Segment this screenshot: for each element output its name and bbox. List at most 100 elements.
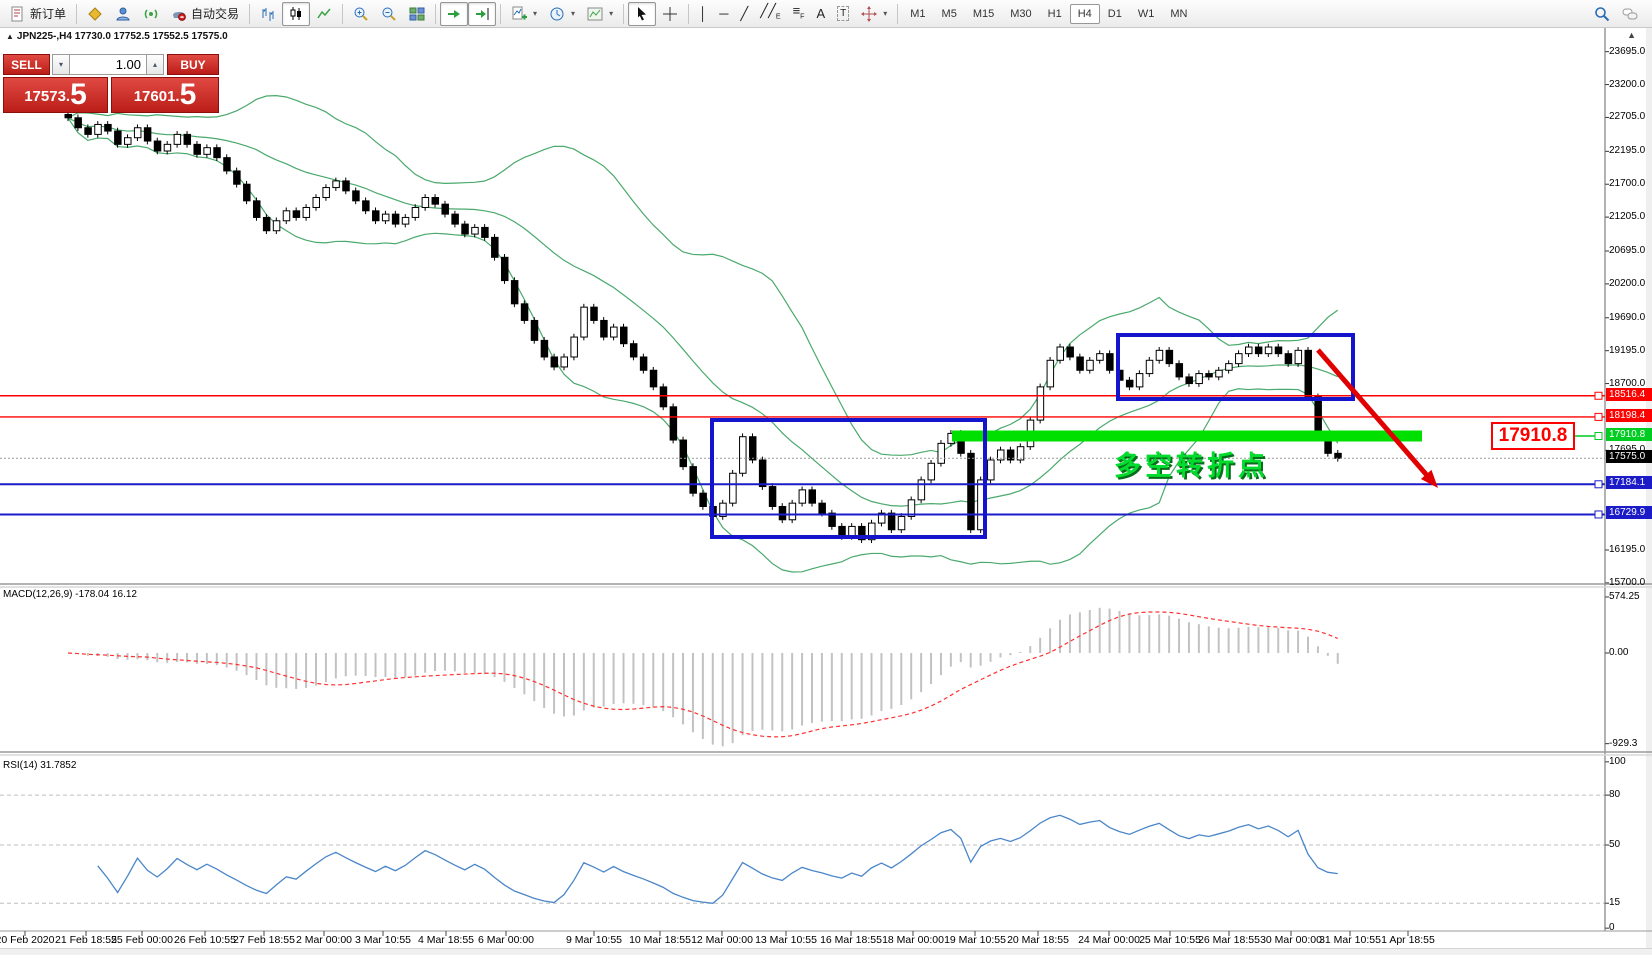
templates-button[interactable]: ▾	[581, 2, 619, 26]
vertical-line-icon: │	[699, 6, 708, 21]
macd-label: MACD(12,26,9) -178.04 16.12	[3, 589, 137, 600]
axis-label: 22195.0	[1609, 145, 1646, 157]
separator	[249, 3, 251, 24]
buy-price[interactable]: 17601. 5	[111, 77, 219, 113]
price-line-label: 18516.4	[1606, 387, 1652, 401]
axis-label: 21205.0	[1609, 211, 1646, 223]
axis-label: 80	[1609, 789, 1621, 801]
one-click-toggle-icon[interactable]: ▲	[6, 32, 14, 41]
crosshair-button[interactable]	[656, 2, 684, 26]
signals-icon	[144, 9, 158, 18]
market-button[interactable]	[81, 2, 109, 26]
profile-button[interactable]	[109, 2, 137, 26]
scroll-corner-icon[interactable]: ▲	[1627, 30, 1636, 40]
separator	[623, 3, 625, 24]
rsi-label: RSI(14) 31.7852	[3, 760, 77, 771]
buy-price-frac: 5	[179, 78, 197, 111]
signals-button[interactable]	[137, 2, 165, 26]
time-axis-label: 26 Feb 10:55	[174, 934, 236, 946]
time-axis-label: 26 Mar 18:55	[1198, 934, 1260, 946]
time-axis-label: 20 Mar 18:55	[1007, 934, 1069, 946]
cursor-button[interactable]	[628, 1, 657, 26]
buy-button[interactable]: BUY	[167, 54, 219, 75]
indicators-button[interactable]: ▾	[505, 2, 543, 26]
turning-point-annotation: 多空转折点	[1114, 451, 1269, 481]
line-chart-button[interactable]	[310, 2, 338, 26]
new-order-button[interactable]: 新订单	[4, 2, 72, 26]
tf-w1[interactable]: W1	[1137, 7, 1155, 20]
bottom-status-strip	[0, 948, 1652, 955]
price-callout-label[interactable]: 17910.8	[1491, 422, 1575, 450]
one-click-trade-panel: SELL ▾ ▴ BUY 17573.5 17601.5	[2, 52, 220, 114]
sell-price-dot: .	[65, 88, 71, 105]
time-axis-label: 2 Mar 00:00	[295, 934, 353, 946]
auto-scroll-button[interactable]	[440, 1, 469, 26]
chat-button[interactable]	[1616, 2, 1644, 26]
market-icon	[88, 6, 102, 21]
dropdown-arrow-icon: ▾	[533, 9, 538, 18]
tf-m5[interactable]: M5	[941, 7, 957, 20]
blue-rectangle-object[interactable]	[710, 418, 987, 539]
tf-mn[interactable]: MN	[1170, 7, 1188, 20]
zoom-in-button[interactable]	[347, 2, 375, 26]
time-axis-label: 21 Feb 18:55	[55, 934, 117, 946]
tf-h1[interactable]: H1	[1047, 7, 1062, 20]
vertical-line-tool[interactable]: │	[693, 2, 713, 26]
volume-input[interactable]	[69, 54, 147, 75]
sell-price[interactable]: 17573. 5	[3, 77, 108, 113]
axis-label: 19195.0	[1609, 344, 1646, 356]
profile-icon	[116, 7, 130, 20]
buy-price-main: 17601	[133, 88, 176, 105]
fibonacci-tool[interactable]: ≡F	[787, 2, 811, 26]
zoom-out-button[interactable]	[375, 2, 403, 26]
time-axis-label: 12 Mar 00:00	[691, 934, 753, 946]
axis-label: 22705.0	[1609, 111, 1646, 123]
autotrading-icon	[173, 11, 186, 21]
time-axis-label: 24 Mar 00:00	[1078, 934, 1140, 946]
tf-m1[interactable]: M1	[910, 7, 926, 20]
tf-h4[interactable]: H4	[1069, 3, 1100, 24]
axis-label: 15	[1609, 897, 1621, 909]
separator	[688, 3, 690, 24]
time-axis-label: 19 Mar 10:55	[944, 934, 1006, 946]
autotrading-button[interactable]: 自动交易	[165, 2, 245, 26]
tile-windows-button[interactable]	[403, 2, 431, 26]
search-button[interactable]	[1588, 2, 1616, 26]
line-chart-icon	[317, 8, 331, 18]
sell-price-main: 17573	[24, 88, 66, 105]
equidistant-channel-tool[interactable]: ╱╱E	[754, 2, 786, 26]
macd-pane	[67, 607, 1339, 747]
axis-label: 16195.0	[1609, 544, 1646, 555]
search-icon	[1595, 6, 1610, 21]
buy-price-dot: .	[175, 88, 180, 105]
text-tool[interactable]: A	[810, 2, 831, 26]
periods-button[interactable]: ▾	[543, 2, 581, 26]
axis-label: -929.3	[1609, 737, 1638, 749]
time-axis-label: 25 Feb 00:00	[111, 934, 173, 946]
trendline-tool[interactable]: ╱	[734, 2, 754, 26]
volume-increase-button[interactable]: ▴	[146, 54, 164, 75]
text-label-tool[interactable]: T	[831, 2, 855, 26]
clock-icon	[550, 7, 564, 20]
cursor-icon	[638, 6, 647, 20]
axis-label: 0.00	[1609, 647, 1629, 658]
arrows-tool[interactable]: ▾	[855, 2, 893, 26]
time-axis-label: 3 Mar 10:55	[354, 934, 412, 946]
horizontal-line-tool[interactable]: ─	[713, 2, 734, 26]
chat-icon	[1622, 8, 1638, 19]
symbol-ohlc-text: JPN225-,H4 17730.0 17752.5 17552.5 17575…	[16, 31, 228, 42]
bar-chart-button[interactable]	[254, 2, 282, 26]
volume-decrease-button[interactable]: ▾	[52, 54, 70, 75]
chart-shift-button[interactable]	[468, 1, 497, 26]
tf-m30[interactable]: M30	[1010, 7, 1032, 20]
tf-d1[interactable]: D1	[1107, 7, 1122, 20]
crosshair-icon	[663, 6, 678, 21]
blue-rectangle-object[interactable]	[1116, 333, 1355, 401]
axis-label: 23695.0	[1609, 45, 1646, 57]
time-axis-label: 13 Mar 10:55	[755, 934, 817, 946]
channel-icon: ╱╱E	[760, 2, 781, 21]
candlestick-chart-button[interactable]	[282, 1, 311, 26]
sell-button[interactable]: SELL	[3, 54, 50, 75]
tf-m15[interactable]: M15	[972, 7, 995, 20]
